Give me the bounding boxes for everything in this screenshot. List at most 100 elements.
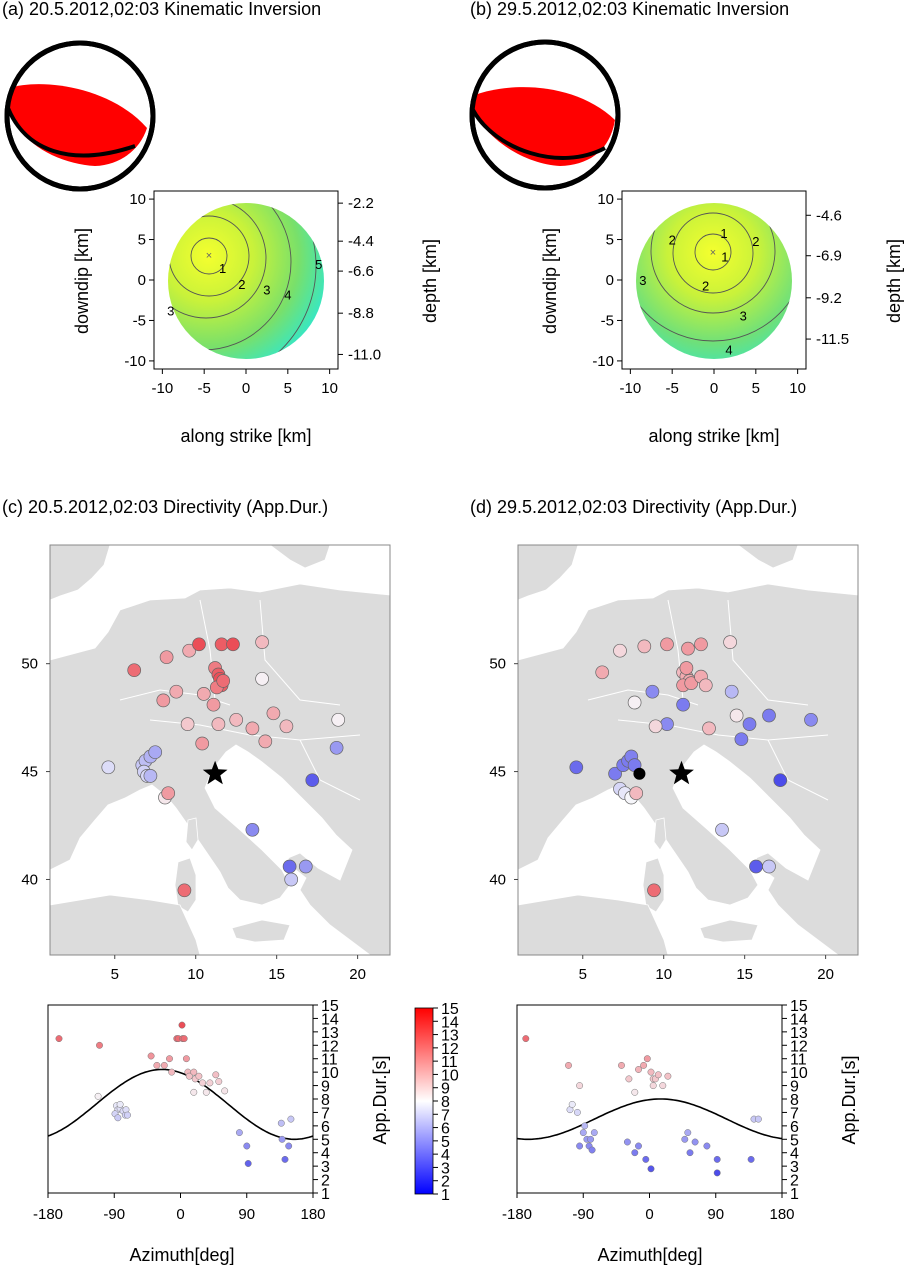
station-marker: [702, 721, 716, 736]
azimuth-point: [686, 1149, 694, 1157]
y-tick-label: 9: [321, 1079, 330, 1096]
station-marker: [724, 684, 739, 699]
y-tick-label: 8: [790, 1092, 799, 1109]
focal-mechanism-a: [4, 40, 156, 192]
x-tick-label: -10: [152, 380, 174, 397]
black-station: [633, 767, 646, 780]
directivity-curve: [48, 1068, 313, 1141]
land-shape: [185, 817, 199, 851]
depth-tick-label: -11.5: [816, 331, 849, 348]
station-marker: [305, 773, 320, 788]
y-axis-label: App.Dur.[s]: [839, 1055, 859, 1144]
station-marker: [284, 872, 299, 887]
y-tick-label: 3: [790, 1159, 799, 1176]
station-marker: [627, 695, 642, 710]
azimuth-point: [287, 1115, 295, 1123]
azimuth-points: [522, 1035, 762, 1177]
colorbar-tick-label: 6: [441, 1121, 450, 1138]
country-border: [259, 599, 341, 706]
station-marker: [762, 708, 776, 723]
x-ticks: -180 -90 0 90 180: [502, 1193, 795, 1223]
azimuth-point: [55, 1035, 63, 1043]
x-tick-label: -90: [103, 1206, 125, 1223]
azimuth-point: [623, 1138, 631, 1146]
y-tick-label: 4: [321, 1146, 330, 1163]
colorbar-tick-label: 2: [441, 1174, 450, 1191]
station-marker: [773, 773, 788, 788]
azimuth-point: [206, 1079, 214, 1087]
azimuth-point: [221, 1087, 229, 1095]
rupture-disk: [636, 203, 792, 359]
contour-label: 2: [702, 279, 709, 294]
contour-label: 2: [238, 277, 245, 292]
station-marker: [629, 786, 644, 801]
azimuth-point: [124, 1111, 131, 1119]
station-marker: [684, 676, 699, 690]
azimuth-point: [168, 1068, 176, 1076]
station-marker: [613, 643, 627, 658]
azimuth-point: [659, 1082, 667, 1090]
azimuth-point: [568, 1100, 576, 1108]
y-tick-label: 0: [606, 272, 614, 289]
azimuth-points: [55, 1021, 295, 1167]
station-marker: [742, 717, 757, 731]
y-tick-label: 9: [790, 1079, 799, 1096]
colorbar-tick-label: 12: [441, 1041, 459, 1058]
azimuth-point: [278, 1135, 286, 1143]
azimuth-point: [747, 1155, 755, 1163]
x-tick-label: -180: [33, 1206, 63, 1223]
station-marker: [148, 745, 163, 760]
station-marker: [804, 712, 818, 727]
azimuth-point: [647, 1068, 655, 1076]
station-marker: [216, 674, 231, 688]
azimuth-point: [285, 1142, 293, 1150]
x-tick-label: 180: [300, 1206, 325, 1223]
station-marker: [647, 883, 661, 898]
depth-axis-label: depth [km]: [884, 239, 904, 323]
contour-label: 3: [740, 309, 747, 324]
land-shape: [518, 894, 669, 955]
y-tick-label: 4: [790, 1146, 799, 1163]
depth-ticks: -4.6 -6.9 -9.2 -11.5: [806, 207, 849, 348]
map-y-tick-label: 45: [21, 764, 38, 781]
map-frame: [49, 544, 391, 956]
map-x-tick-label: 5: [579, 966, 587, 983]
station-marker: [694, 637, 708, 652]
x-tick-label: -180: [502, 1206, 532, 1223]
station-marker: [127, 663, 142, 678]
azimuth-point: [522, 1035, 530, 1043]
y-tick-label: 14: [321, 1011, 339, 1028]
azimuth-point: [681, 1135, 689, 1143]
country-border: [299, 739, 361, 801]
azimuth-point: [147, 1052, 155, 1060]
epicenter-star: [669, 760, 694, 785]
azimuth-point: [185, 1072, 193, 1080]
station-marker: [660, 717, 674, 731]
station-marker: [645, 684, 660, 699]
azimuth-point: [587, 1135, 595, 1143]
x-tick-label: -90: [572, 1206, 594, 1223]
map-frame: [517, 544, 859, 956]
station-marker: [258, 734, 273, 749]
station-marker: [679, 661, 694, 675]
mechanism-fill: [473, 87, 615, 166]
map-x-tick-label: 15: [736, 966, 753, 983]
y-axis-label: App.Dur.[s]: [370, 1055, 390, 1144]
contour-panel-b: -10 -5 0 5 10 10 5 0 -5 -10 -4.6 -6.9 -9.2 -11.5 1 1…: [540, 190, 904, 446]
azimuth-point: [642, 1155, 650, 1163]
x-ticks: -180 -90 0 90 180: [33, 1193, 326, 1223]
station-marker: [156, 693, 171, 708]
y-tick-label: 5: [606, 232, 614, 249]
azimuth-point: [212, 1071, 220, 1079]
y-tick-label: 15: [790, 998, 808, 1015]
map-y-tick-label: 50: [489, 656, 506, 673]
x-tick-label: 10: [789, 380, 806, 397]
azimuth-point: [581, 1122, 589, 1130]
station-marker: [329, 740, 344, 755]
colorbar-tick-label: 4: [441, 1147, 450, 1164]
land-shape: [50, 545, 111, 601]
contour-label: 3: [167, 304, 174, 319]
